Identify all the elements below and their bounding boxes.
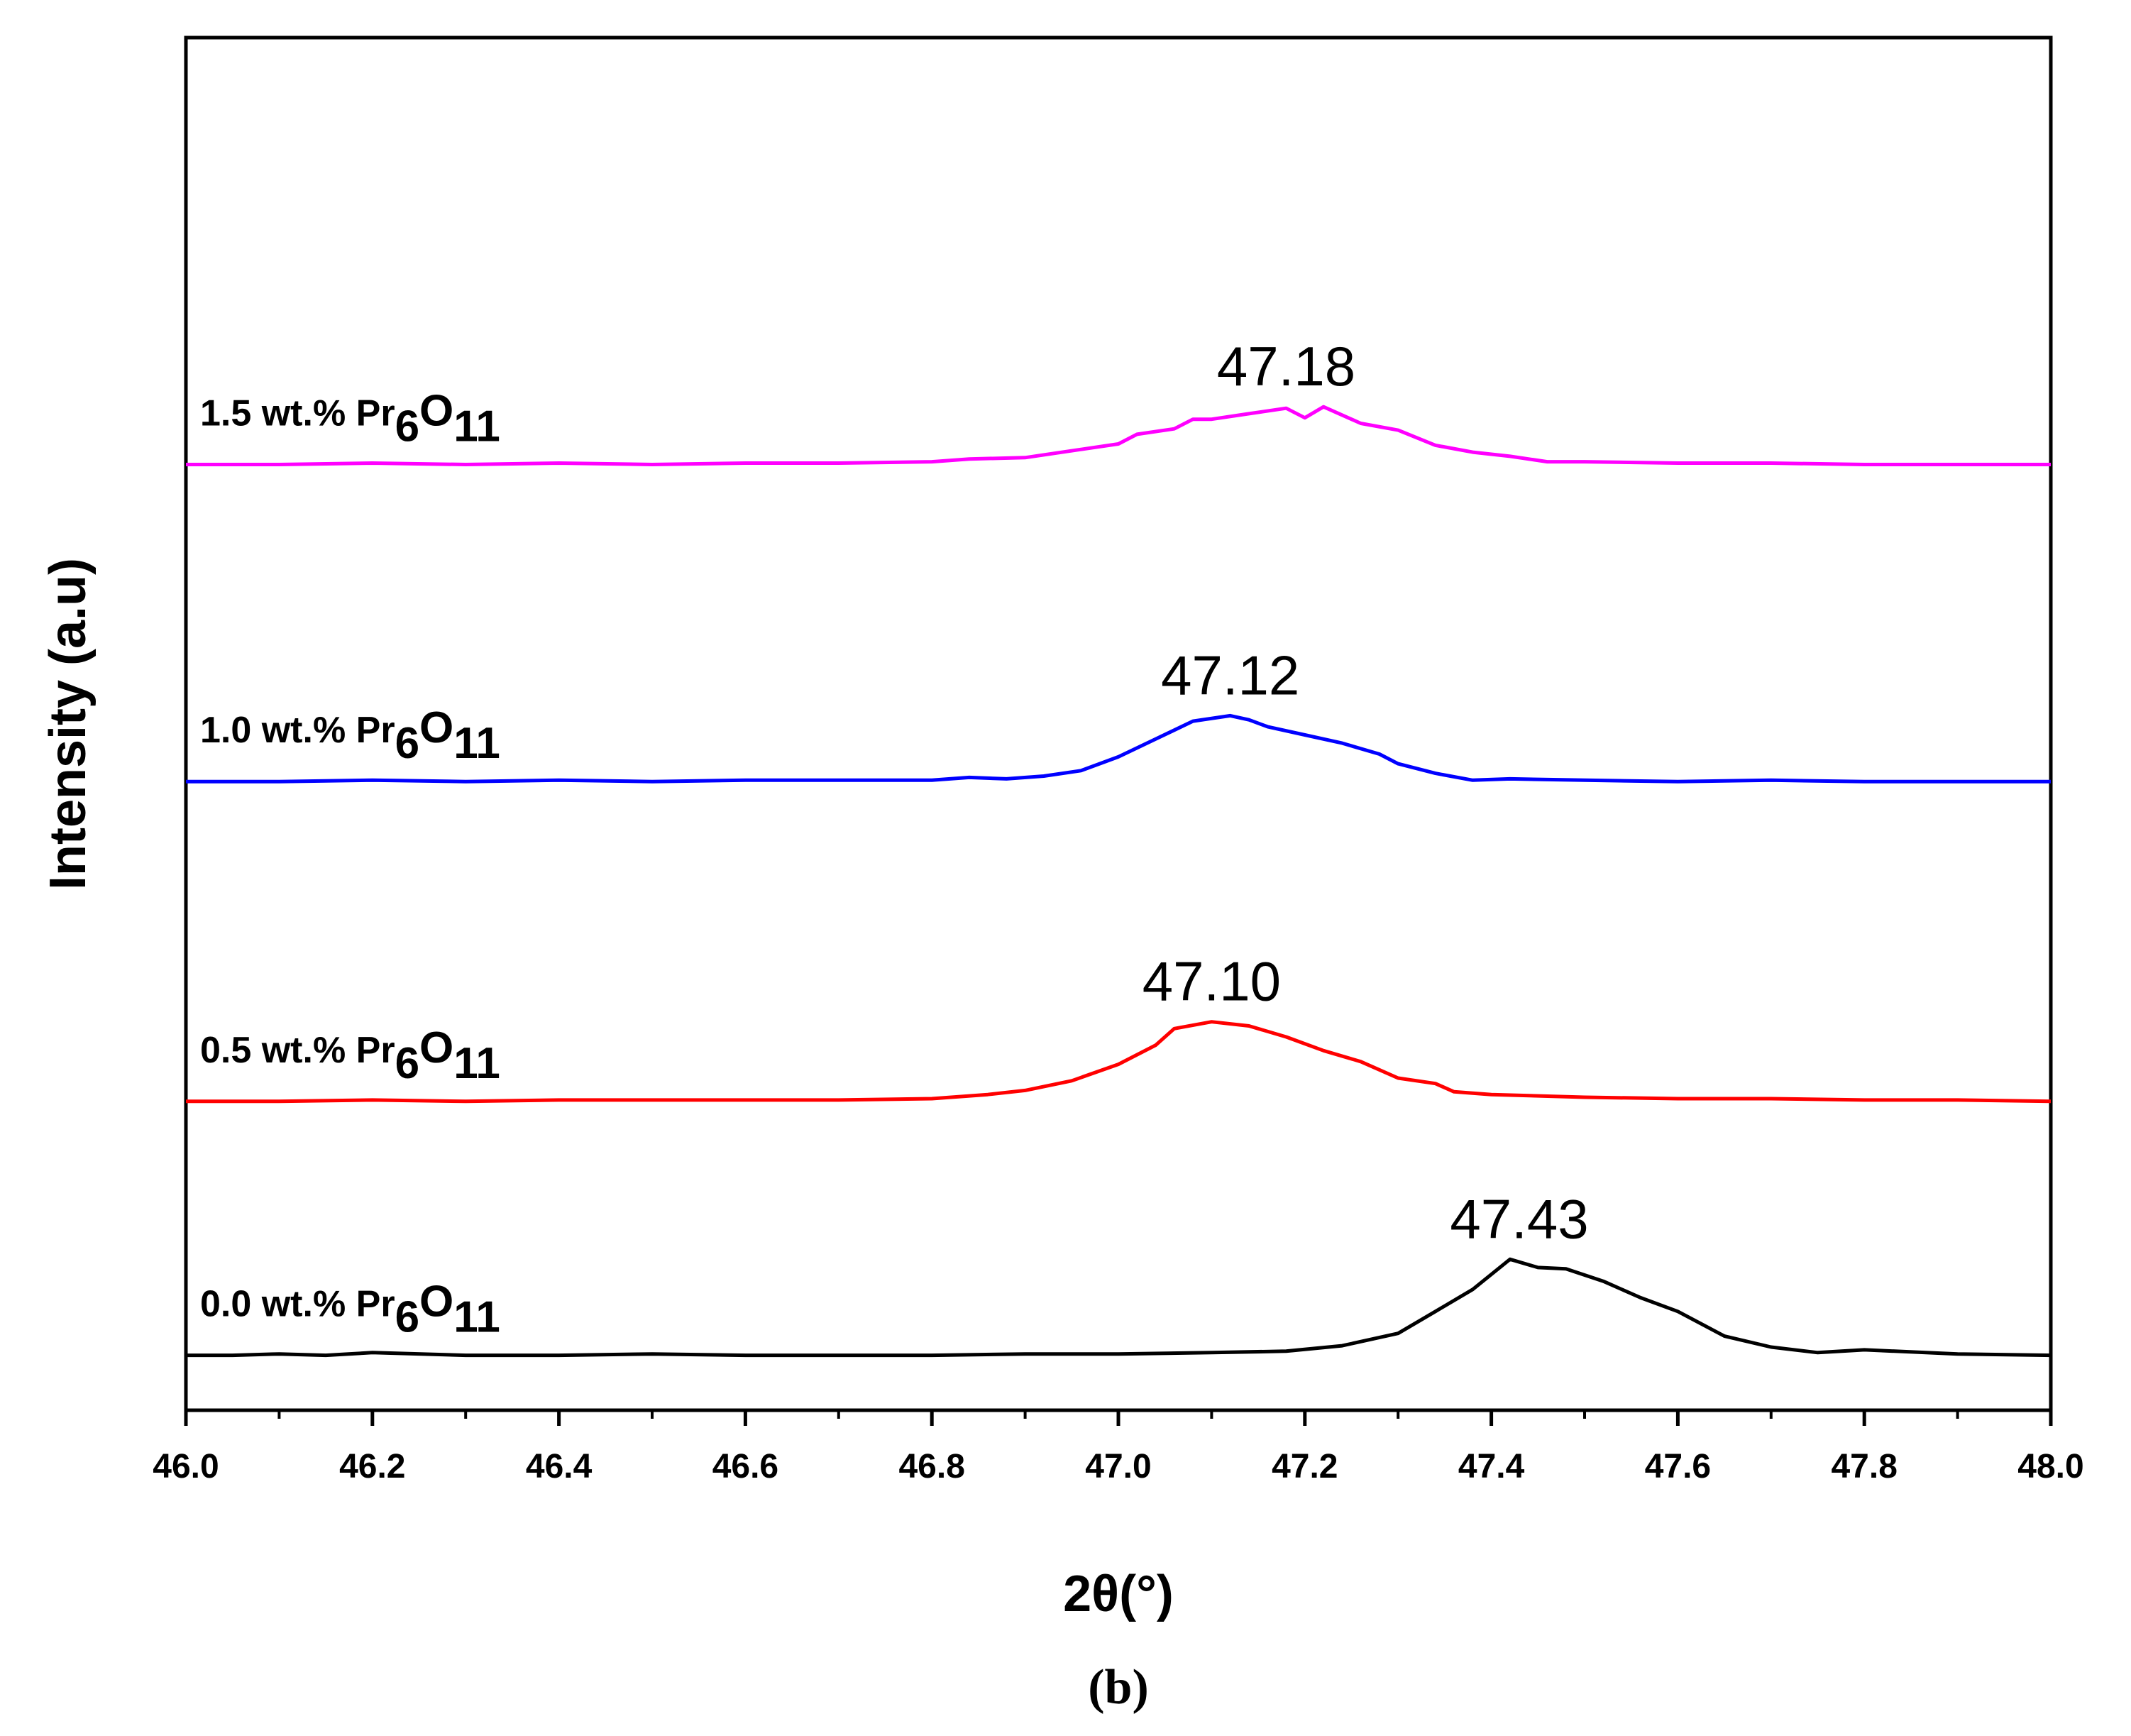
peak-label-3: 47.18 (1217, 335, 1355, 397)
series-label-1: 0.5 wt.% Pr6O11 (200, 1023, 500, 1088)
x-axis-tick-labels: 46.0 46.2 46.4 46.6 46.8 47.0 47.2 47.4 47.6 47.8… (153, 1448, 2083, 1485)
x-tick-label: 46.2 (339, 1448, 405, 1485)
x-tick-label: 46.4 (526, 1448, 593, 1485)
x-tick-label: 47.2 (1272, 1448, 1338, 1485)
peak-label-2: 47.12 (1161, 644, 1299, 706)
series-line-3 (186, 405, 2051, 466)
series-line-0 (186, 1257, 2052, 1358)
x-axis-title: 2θ(°) (1063, 1566, 1174, 1622)
x-tick-label: 47.0 (1085, 1448, 1151, 1485)
y-axis-title: Intensity (a.u) (40, 558, 97, 890)
x-tick-label: 47.6 (1645, 1448, 1711, 1485)
series-label-2: 1.0 wt.% Pr6O11 (200, 703, 500, 768)
x-axis-ticks (184, 1410, 2053, 1426)
x-tick-label: 47.4 (1458, 1448, 1525, 1485)
x-tick-label: 46.0 (153, 1448, 219, 1485)
x-tick-label: 47.8 (1831, 1448, 1897, 1485)
series-label-3: 1.5 wt.% Pr6O11 (200, 386, 500, 451)
series-line-2 (186, 713, 2051, 784)
series-line-1 (186, 1020, 2052, 1104)
x-tick-label: 46.8 (898, 1448, 964, 1485)
peak-label-0: 47.43 (1450, 1187, 1588, 1250)
series-labels: 47.43 0.0 wt.% Pr6O11 47.10 0.5 wt.% Pr6O11… (200, 335, 1589, 1341)
x-tick-label: 48.0 (2017, 1448, 2083, 1485)
x-tick-label: 46.6 (712, 1448, 778, 1485)
series-label-0: 0.0 wt.% Pr6O11 (200, 1278, 500, 1342)
series-group (186, 405, 2052, 1358)
figure-caption: (b) (1088, 1660, 1149, 1715)
peak-label-1: 47.10 (1142, 950, 1281, 1013)
